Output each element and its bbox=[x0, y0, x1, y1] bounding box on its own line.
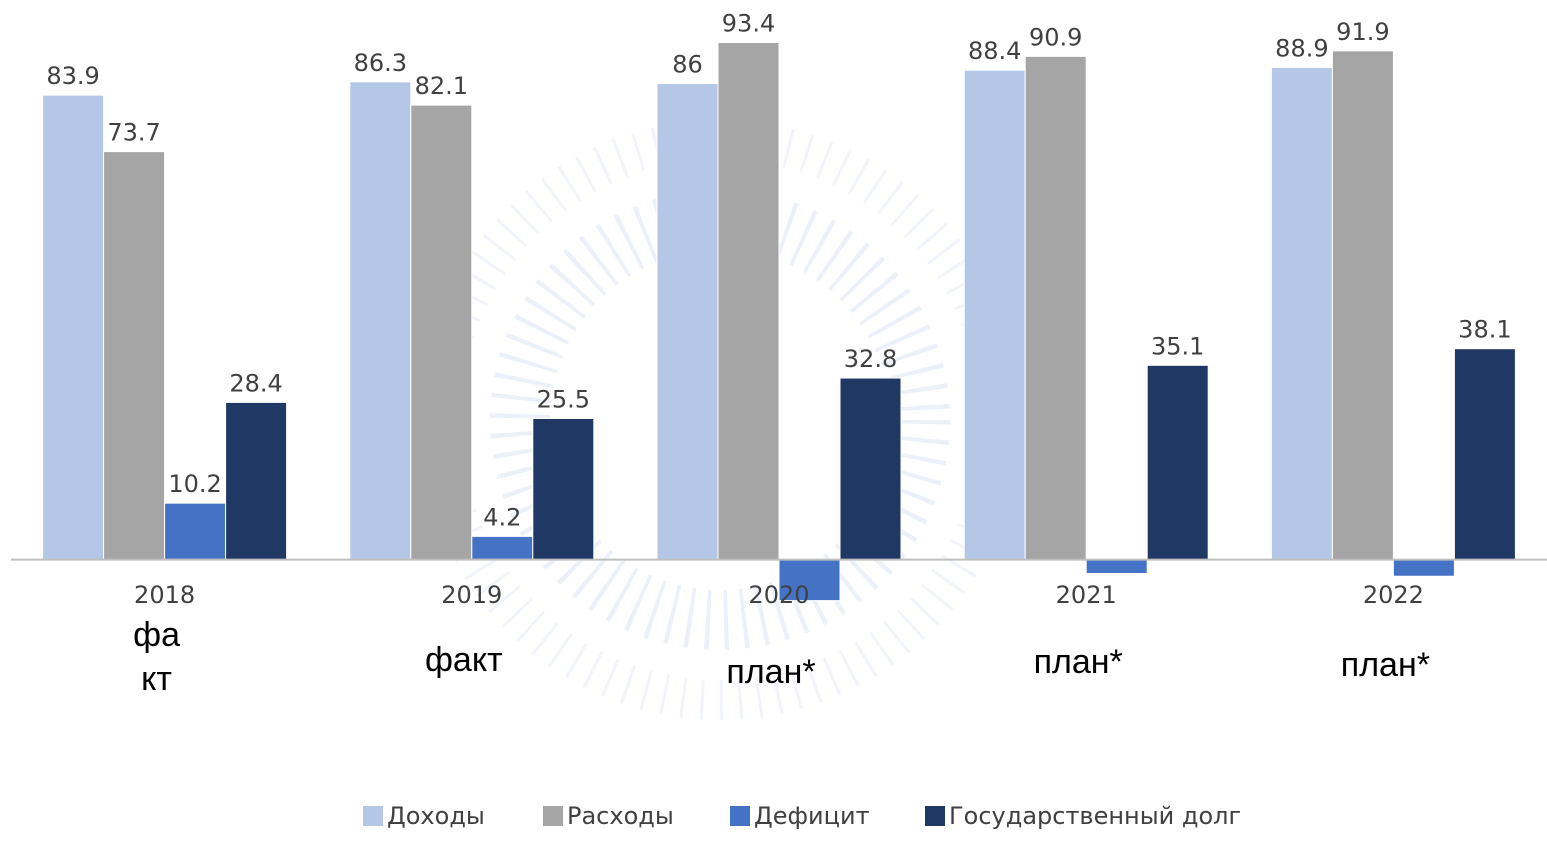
legend-label: Расходы bbox=[567, 802, 674, 830]
status-label: план* bbox=[1033, 643, 1123, 681]
bar bbox=[1331, 50, 1394, 561]
value-label: 73.7 bbox=[107, 119, 160, 147]
value-label: 32.8 bbox=[844, 345, 897, 373]
bar bbox=[103, 151, 166, 561]
value-label: 82.1 bbox=[415, 72, 468, 100]
bar bbox=[349, 81, 412, 561]
status-label: факт bbox=[133, 616, 181, 698]
value-label: 4.2 bbox=[483, 503, 521, 531]
value-label: 28.4 bbox=[229, 369, 282, 397]
legend-label: Доходы bbox=[387, 802, 485, 830]
bar bbox=[164, 502, 227, 561]
value-label: 88.9 bbox=[1275, 34, 1328, 62]
bar bbox=[839, 377, 902, 561]
status-label: факт bbox=[424, 641, 503, 679]
x-tick-label: 2021 bbox=[1056, 581, 1117, 609]
bar bbox=[410, 104, 473, 561]
bar bbox=[225, 401, 288, 561]
value-label: 93.4 bbox=[722, 10, 775, 38]
value-label: 83.9 bbox=[46, 62, 99, 90]
status-label: план* bbox=[1340, 646, 1430, 684]
legend-swatch bbox=[730, 806, 750, 826]
value-label: 86.3 bbox=[354, 49, 407, 77]
bar bbox=[1146, 364, 1209, 561]
value-label: 90.9 bbox=[1029, 23, 1082, 51]
value-label: 35.1 bbox=[1151, 332, 1204, 360]
value-label: 91.9 bbox=[1336, 18, 1389, 46]
bar bbox=[532, 417, 595, 561]
value-label: 10.2 bbox=[168, 470, 221, 498]
bar bbox=[1085, 559, 1148, 574]
bar bbox=[471, 535, 534, 561]
x-tick-label: 2022 bbox=[1363, 581, 1424, 609]
bar bbox=[963, 69, 1026, 561]
value-label: 38.1 bbox=[1458, 316, 1511, 344]
bar bbox=[1392, 559, 1455, 577]
bar bbox=[1024, 55, 1087, 561]
x-tick-label: 2020 bbox=[748, 581, 809, 609]
x-tick-label: 2018 bbox=[134, 581, 195, 609]
legend-label: Государственный долг bbox=[949, 802, 1241, 830]
x-tick-label: 2019 bbox=[441, 581, 502, 609]
bar bbox=[42, 94, 105, 561]
bar bbox=[1453, 348, 1516, 561]
bar bbox=[717, 42, 780, 561]
bar bbox=[1270, 66, 1333, 561]
legend-swatch bbox=[363, 806, 383, 826]
bar bbox=[778, 559, 841, 602]
value-label: 86 bbox=[672, 51, 703, 79]
legend-swatch bbox=[543, 806, 563, 826]
bar bbox=[656, 83, 719, 561]
status-label: план* bbox=[726, 653, 816, 691]
value-label: 88.4 bbox=[968, 37, 1021, 65]
value-label: 25.5 bbox=[537, 385, 590, 413]
legend-label: Дефицит bbox=[754, 802, 870, 830]
legend-swatch bbox=[925, 806, 945, 826]
